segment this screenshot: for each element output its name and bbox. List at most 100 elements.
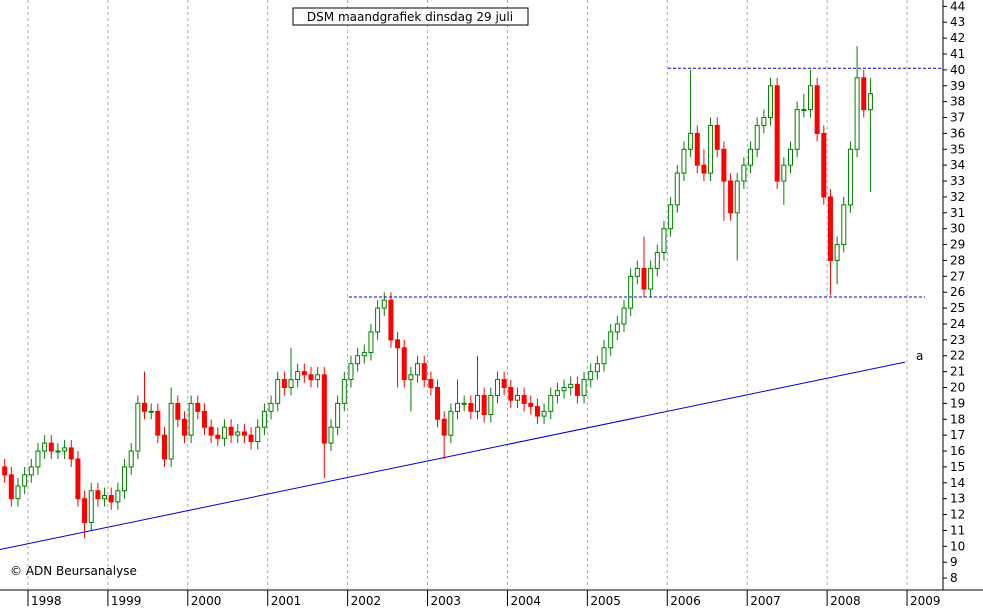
candle-body xyxy=(95,490,101,500)
candle-body xyxy=(807,85,813,111)
candle-body xyxy=(42,442,48,452)
chart-title: DSM maandgrafiek dinsdag 29 juli xyxy=(307,10,513,24)
x-tick-label: 2008 xyxy=(830,594,861,607)
candle-body xyxy=(834,244,840,261)
candle-body xyxy=(514,394,520,401)
candle-body xyxy=(781,164,787,182)
y-tick-label: 37 xyxy=(950,111,965,125)
candle-body xyxy=(122,466,128,492)
candle-body xyxy=(448,410,454,436)
candle-body xyxy=(75,458,81,500)
y-tick-label: 41 xyxy=(950,47,965,61)
candle-body xyxy=(375,307,381,333)
candle-body xyxy=(614,323,620,333)
candle-body xyxy=(474,394,480,412)
candle-body xyxy=(115,490,121,503)
candle-body xyxy=(787,148,793,166)
candle-body xyxy=(88,490,94,524)
x-tick-label: 2004 xyxy=(510,594,541,607)
y-tick-label: 29 xyxy=(950,238,965,252)
candle-body xyxy=(861,77,867,111)
candle-body xyxy=(468,402,474,412)
candle-body xyxy=(161,434,167,460)
candle-body xyxy=(661,228,667,254)
candle-body xyxy=(581,379,587,396)
candle-body xyxy=(48,442,54,452)
y-tick-label: 35 xyxy=(950,142,965,156)
candle-body xyxy=(534,406,540,417)
candle-body xyxy=(748,148,754,166)
candle-body xyxy=(601,347,607,365)
candle-body xyxy=(754,124,760,150)
candle-body xyxy=(35,450,41,468)
x-tick-label: 2000 xyxy=(191,594,222,607)
candle-body xyxy=(28,466,34,476)
candle-body xyxy=(628,275,634,309)
y-tick-label: 18 xyxy=(950,412,965,426)
candle-body xyxy=(508,387,514,401)
candle-body xyxy=(102,495,108,500)
candle-body xyxy=(135,402,141,452)
candle-body xyxy=(22,474,28,487)
candle-body xyxy=(2,466,8,476)
candle-body xyxy=(714,124,720,150)
candle-body xyxy=(827,196,833,261)
y-tick-label: 13 xyxy=(950,492,965,506)
candle-body xyxy=(381,299,387,309)
candle-body xyxy=(461,402,467,405)
candle-body xyxy=(108,495,114,503)
y-tick-label: 14 xyxy=(950,476,965,490)
candle-body xyxy=(415,363,421,376)
y-tick-label: 44 xyxy=(950,0,965,13)
footer: © ADN Beursanalyse xyxy=(10,564,137,578)
y-tick-label: 19 xyxy=(950,396,965,410)
candle-body xyxy=(62,447,68,452)
y-tick-label: 24 xyxy=(950,317,965,331)
candle-body xyxy=(501,379,507,389)
candle-body xyxy=(541,410,547,417)
candle-body xyxy=(142,402,148,412)
candle-body xyxy=(388,299,394,341)
candle-body xyxy=(128,450,134,468)
candle-body xyxy=(708,124,714,174)
candle-body xyxy=(181,418,187,436)
candle-body xyxy=(774,85,780,182)
x-tick-label: 2009 xyxy=(910,594,941,607)
candle-body xyxy=(408,374,414,381)
candle-body xyxy=(315,374,321,381)
candle-body xyxy=(528,402,534,408)
y-tick-label: 43 xyxy=(950,15,965,29)
candle-body xyxy=(435,387,441,420)
candle-body xyxy=(395,339,401,349)
y-tick-label: 26 xyxy=(950,285,965,299)
candle-body xyxy=(721,148,727,182)
candle-body xyxy=(668,204,674,230)
candle-body xyxy=(228,426,234,436)
y-tick-label: 17 xyxy=(950,428,965,442)
candle-body xyxy=(681,148,687,174)
y-tick-label: 28 xyxy=(950,253,965,267)
candle-body xyxy=(15,485,21,500)
y-tick-label: 9 xyxy=(950,555,958,569)
candle-body xyxy=(455,402,461,412)
candle-body xyxy=(268,402,274,412)
candle-body xyxy=(361,352,367,357)
candle-body xyxy=(608,331,614,349)
candle-body xyxy=(168,402,174,460)
candle-body xyxy=(201,410,207,428)
candle-body xyxy=(82,498,88,524)
candle-body xyxy=(674,172,680,206)
candle-body xyxy=(175,402,181,420)
y-tick-label: 22 xyxy=(950,349,965,363)
candle-body xyxy=(867,93,873,111)
candle-body xyxy=(641,267,647,290)
candle-body xyxy=(521,394,527,404)
y-tick-label: 36 xyxy=(950,126,965,140)
candle-body xyxy=(421,363,427,381)
y-tick-label: 16 xyxy=(950,444,965,458)
candle-body xyxy=(768,85,774,119)
y-tick-label: 11 xyxy=(950,523,965,537)
y-tick-label: 23 xyxy=(950,333,965,347)
candle-body xyxy=(841,204,847,246)
candle-body xyxy=(794,109,800,150)
